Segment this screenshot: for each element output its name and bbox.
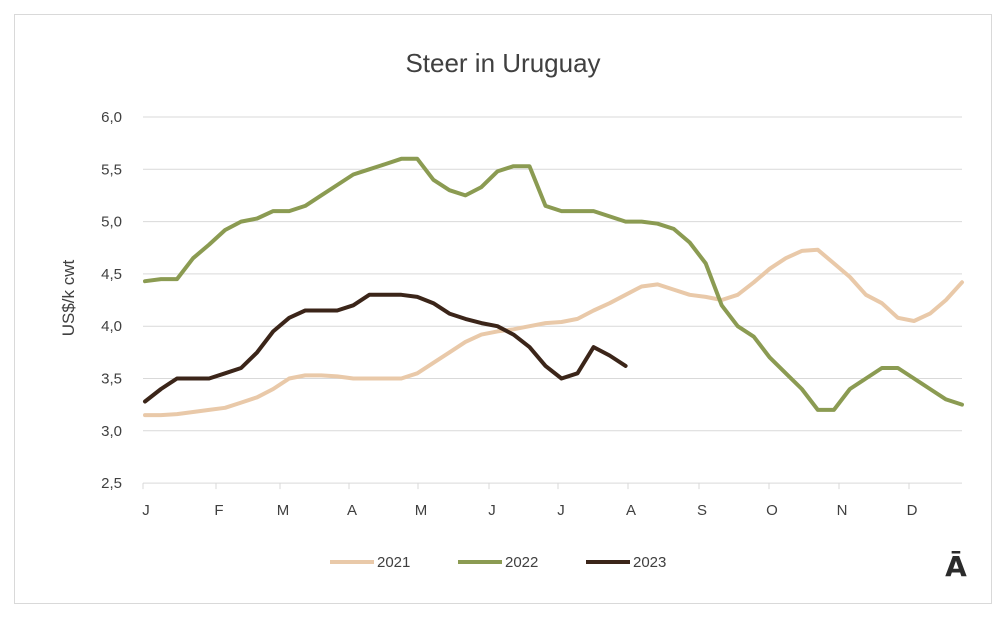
x-tick-label: O xyxy=(766,502,778,519)
legend-label-2021: 2021 xyxy=(377,554,410,571)
y-tick-label: 2,5 xyxy=(101,475,122,492)
x-tick-label: F xyxy=(214,502,223,519)
y-tick-label: 3,0 xyxy=(101,423,122,440)
legend-label-2023: 2023 xyxy=(633,554,666,571)
legend-label-2022: 2022 xyxy=(505,554,538,571)
brand-logo: Ā xyxy=(945,550,967,583)
x-tick-label: A xyxy=(626,502,636,519)
x-tick-label: S xyxy=(697,502,707,519)
series-line-2021 xyxy=(143,247,964,418)
chart-title: Steer in Uruguay xyxy=(405,48,600,78)
series-line-2023 xyxy=(143,292,628,404)
x-tick-label: M xyxy=(415,502,428,519)
x-tick-label: D xyxy=(907,502,918,519)
chart-frame xyxy=(14,14,992,604)
y-tick-label: 4,0 xyxy=(101,318,122,335)
y-axis-label: US$/k cwt xyxy=(59,259,78,336)
x-tick-label: J xyxy=(142,502,150,519)
x-tick-label: J xyxy=(557,502,565,519)
x-tick-label: M xyxy=(277,502,290,519)
x-tick-label: A xyxy=(347,502,357,519)
x-tick-label: N xyxy=(837,502,848,519)
y-tick-label: 5,5 xyxy=(101,161,122,178)
y-tick-label: 3,5 xyxy=(101,371,122,388)
y-tick-label: 5,0 xyxy=(101,214,122,231)
y-tick-label: 6,0 xyxy=(101,109,122,126)
series-line-2022 xyxy=(143,156,964,412)
x-tick-label: J xyxy=(488,502,496,519)
y-tick-label: 4,5 xyxy=(101,266,122,283)
